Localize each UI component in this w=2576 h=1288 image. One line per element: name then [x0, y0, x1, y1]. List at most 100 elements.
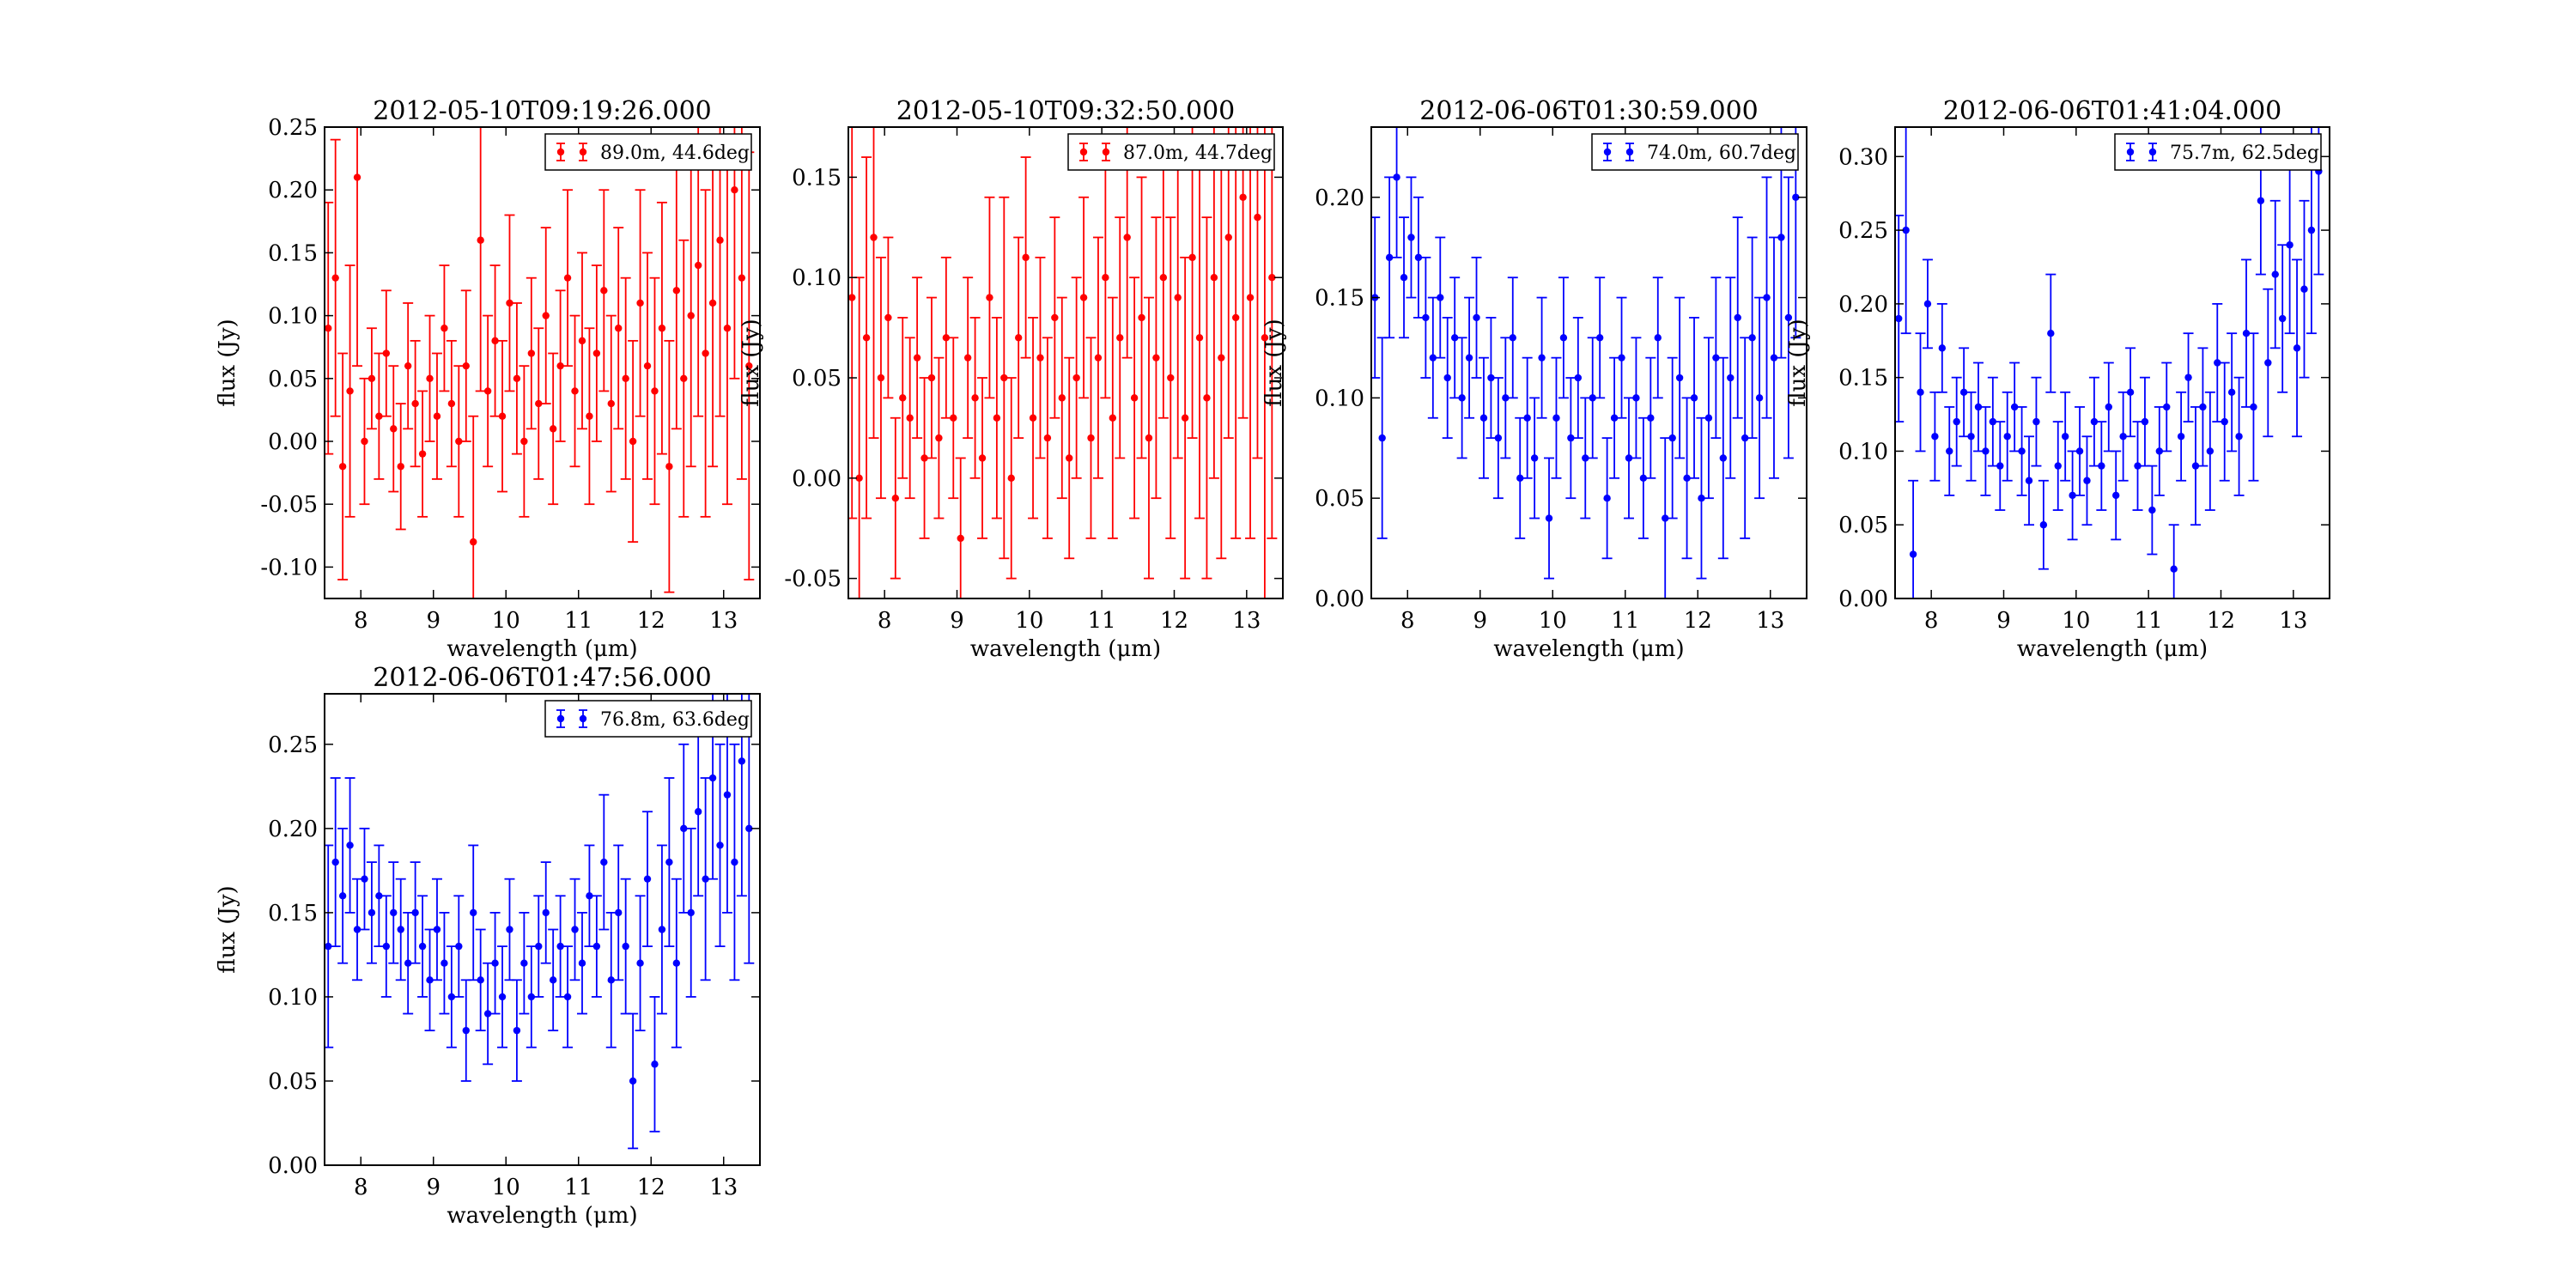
data-point	[433, 926, 441, 933]
data-point	[2061, 433, 2069, 440]
y-tick-label: 0.00	[792, 466, 841, 492]
data-point	[1917, 388, 1924, 397]
x-tick-label: 12	[637, 1175, 665, 1200]
y-tick-label: 0.15	[268, 240, 318, 266]
data-point	[1946, 447, 1953, 455]
data-point	[1748, 334, 1756, 342]
y-tick-label: 0.25	[1838, 218, 1888, 244]
data-point	[1902, 226, 1910, 234]
data-point	[1698, 494, 1705, 502]
legend-marker	[1603, 148, 1612, 156]
data-point	[1792, 193, 1800, 201]
data-point	[1784, 313, 1793, 322]
x-tick-label: 9	[426, 608, 440, 634]
x-tick-label: 11	[564, 1175, 592, 1200]
subplot-2: 2012-05-10T09:32:50.000 8 9 10 11 12 13 -0.05 0.…	[738, 96, 1284, 662]
y-tick-label: 0.05	[268, 367, 318, 392]
data-point	[411, 399, 419, 408]
data-point	[1909, 550, 1917, 558]
data-layer	[1371, 127, 1801, 598]
data-point	[672, 959, 681, 967]
data-point	[527, 349, 536, 357]
data-point	[1618, 354, 1625, 361]
data-point	[1595, 334, 1604, 342]
data-point	[2307, 226, 2316, 234]
data-point	[1094, 354, 1103, 361]
data-point	[1574, 374, 1583, 382]
data-point	[2184, 374, 2192, 381]
data-point	[563, 274, 572, 282]
data-point	[1051, 313, 1059, 322]
data-point	[592, 349, 601, 357]
data-point	[615, 908, 623, 917]
data-point	[1422, 313, 1430, 322]
y-tick-label: 0.10	[1315, 386, 1364, 411]
y-tick-label: -0.05	[260, 492, 318, 518]
data-point	[1639, 474, 1648, 483]
data-point	[578, 959, 586, 967]
data-point	[672, 287, 681, 295]
x-tick-label: 11	[564, 608, 592, 634]
data-point	[862, 334, 871, 342]
data-point	[1530, 454, 1539, 462]
data-point	[447, 993, 456, 1001]
data-point	[731, 186, 738, 194]
x-tick-label: 10	[1539, 608, 1567, 634]
y-tick-label: 0.20	[268, 178, 318, 204]
data-point	[1996, 462, 2004, 470]
data-point	[1218, 354, 1225, 361]
data-point	[1167, 374, 1175, 382]
data-point	[586, 412, 593, 420]
data-point	[2300, 285, 2308, 293]
y-tick-label: 0.20	[1838, 292, 1888, 318]
y-tick-label: 0.05	[792, 366, 841, 392]
y-tick-label: 0.10	[1838, 439, 1888, 465]
x-tick-label: 8	[354, 1175, 368, 1200]
data-point	[1079, 294, 1088, 301]
data-point	[1123, 234, 1131, 241]
data-point	[1414, 253, 1423, 262]
data-point	[1231, 313, 1240, 322]
subplot-5: 2012-06-06T01:47:56.000 8 9 10 11 12 13 0.00 0.0…	[215, 663, 761, 1229]
data-point	[1523, 414, 1531, 422]
x-tick-label: 11	[1088, 608, 1116, 634]
data-point	[2126, 388, 2135, 397]
data-point	[1589, 394, 1596, 402]
data-point	[708, 774, 717, 782]
y-axis-label: flux (Jy)	[738, 319, 764, 406]
data-point	[2018, 447, 2026, 455]
data-point	[658, 325, 666, 332]
data-point	[687, 312, 695, 319]
data-point	[629, 1077, 637, 1085]
legend: 76.8m, 63.6deg	[544, 700, 752, 738]
data-point	[542, 908, 550, 917]
x-tick-label: 13	[709, 608, 738, 634]
x-axis-label: wavelength (μm)	[970, 636, 1161, 662]
data-point	[338, 892, 347, 900]
data-point	[643, 361, 652, 370]
data-point	[1959, 388, 1968, 397]
chart-title: 2012-06-06T01:47:56.000	[373, 663, 712, 693]
data-point	[2177, 433, 2185, 440]
data-point	[368, 374, 376, 382]
data-point	[738, 274, 746, 282]
data-point	[2105, 403, 2112, 411]
data-point	[1378, 434, 1386, 442]
data-point	[702, 875, 709, 883]
data-point	[1647, 414, 1655, 422]
data-point	[491, 959, 499, 967]
legend-marker	[579, 148, 587, 156]
data-point	[2010, 403, 2019, 411]
data-point	[2134, 462, 2142, 470]
x-tick-label: 8	[878, 608, 892, 634]
data-point	[368, 908, 376, 917]
data-point	[2286, 241, 2293, 249]
data-point	[418, 942, 427, 951]
data-point	[687, 908, 695, 917]
legend-marker	[556, 714, 565, 723]
data-point	[1938, 344, 1947, 352]
y-tick-label: 0.05	[268, 1069, 318, 1095]
data-point	[899, 394, 907, 402]
data-point	[884, 313, 892, 322]
data-point	[513, 1026, 521, 1035]
